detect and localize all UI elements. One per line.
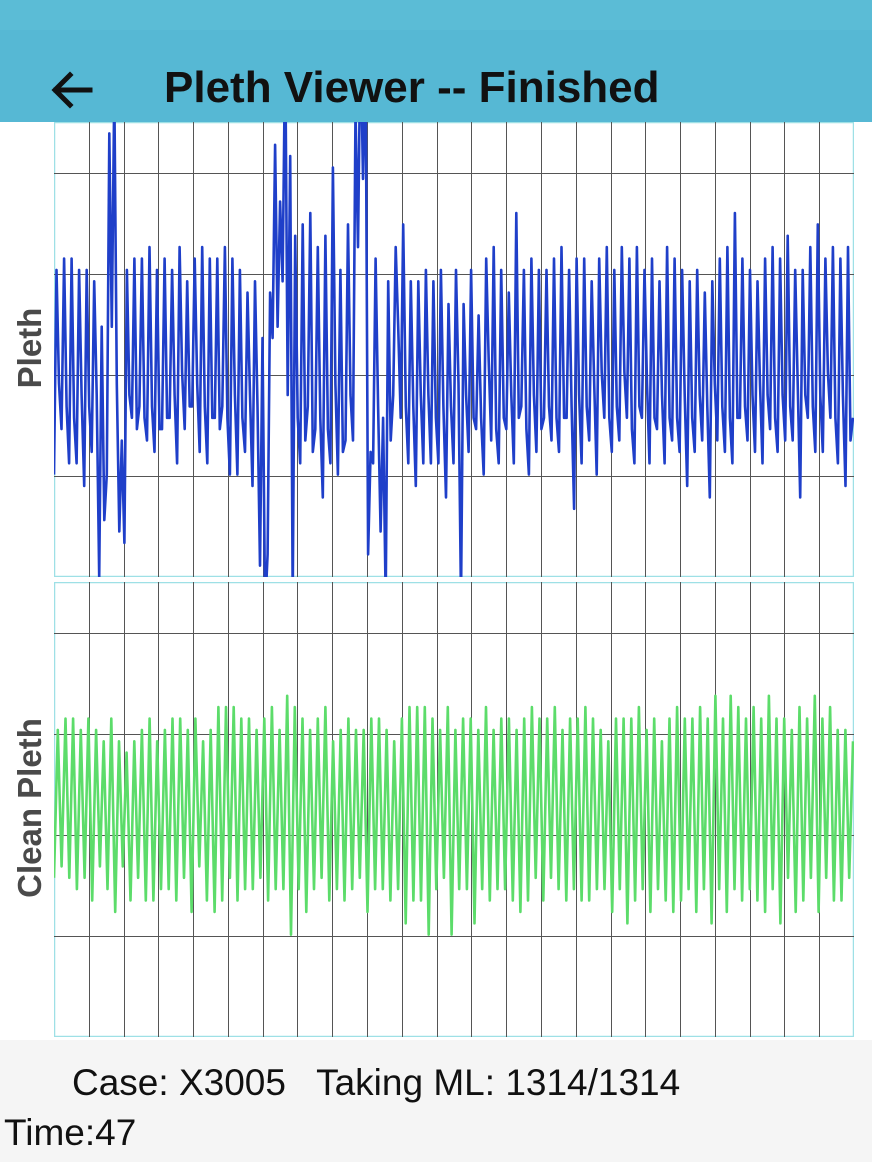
case-id: X3005 (178, 1062, 286, 1103)
status-bar (0, 0, 872, 30)
time-value: 47 (95, 1112, 137, 1153)
clean-pleth-series-line (54, 694, 854, 936)
back-button[interactable] (44, 62, 100, 118)
taking-ml-label: Taking ML: (316, 1062, 496, 1103)
footer-status: Case: X3005 Taking ML: 1314/1314 Time:47 (0, 1040, 872, 1162)
arrow-left-icon (51, 71, 93, 109)
clean-pleth-axis-label: Clean Pleth (11, 718, 48, 898)
pleth-chart (54, 122, 854, 577)
case-line: Case: X3005 Taking ML: 1314/1314 (72, 1062, 680, 1104)
taking-ml-value: 1314/1314 (505, 1062, 681, 1103)
time-label: Time: (4, 1112, 96, 1153)
page-title: Pleth Viewer -- Finished (164, 63, 660, 112)
case-label: Case: (72, 1062, 169, 1103)
clean-pleth-chart (54, 582, 854, 1037)
pleth-series-line (54, 122, 854, 577)
time-line: Time:47 (4, 1112, 136, 1154)
pleth-axis-label: Pleth (11, 307, 48, 389)
app-bar: Pleth Viewer -- Finished (0, 0, 872, 123)
charts-area: Pleth Clean Pleth (0, 122, 872, 1040)
